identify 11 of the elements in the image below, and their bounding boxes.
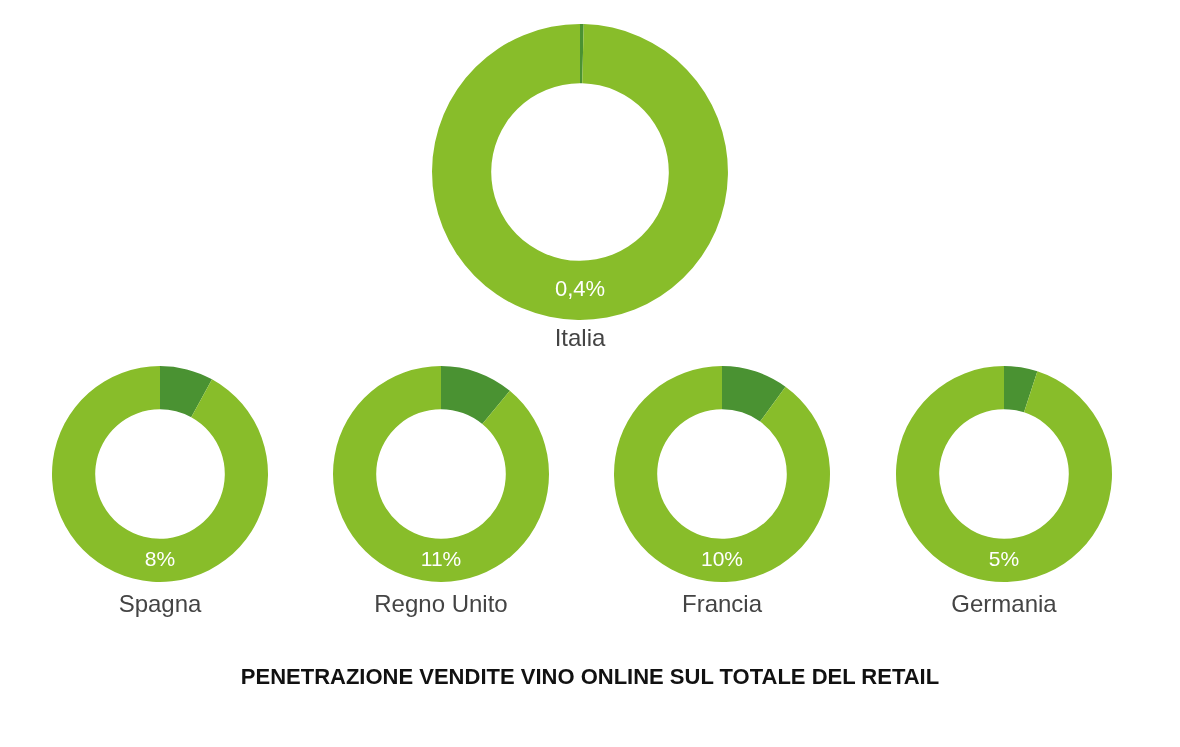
text: PENETRAZIONE VENDITE VINO ONLINE SUL TOTALE DEL RETAIL (239, 664, 941, 690)
text: 10% (700, 547, 744, 571)
text: 11% (420, 547, 462, 571)
text: Regno Unito (373, 590, 509, 618)
text: Francia (681, 590, 763, 618)
text: 8% (144, 547, 176, 571)
text: Germania (950, 590, 1058, 618)
text: Spagna (117, 590, 203, 618)
text: 5% (988, 547, 1020, 571)
text: Italia (553, 324, 607, 352)
text: 0,4% (554, 276, 606, 302)
